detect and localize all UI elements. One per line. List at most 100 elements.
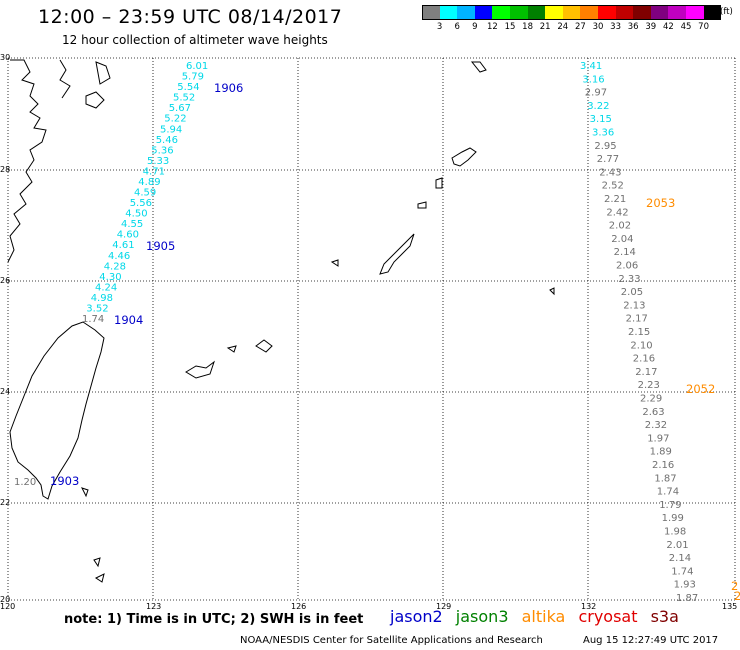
wave-height-value: 1.98 — [664, 527, 686, 538]
ishigaki-coastline — [185, 360, 215, 379]
wave-height-value: 2.01 — [666, 540, 688, 551]
wave-height-value: 2.04 — [611, 234, 633, 245]
wave-height-value: 2.15 — [628, 327, 650, 338]
lon-label-123: 123 — [146, 602, 161, 611]
scale-swatches — [422, 5, 722, 20]
wave-height-value: 5.22 — [164, 114, 186, 125]
okinoerabu-coastline — [417, 201, 427, 209]
lon-label-135: 135 — [722, 602, 737, 611]
map-grid — [7, 57, 736, 601]
footer-credit: NOAA/NESDIS Center for Satellite Applica… — [240, 635, 543, 646]
scale-label: 9 — [472, 22, 478, 32]
pass-label-1906: 1906 — [214, 81, 243, 95]
scale-swatch — [597, 5, 616, 20]
wave-height-value: 2.42 — [606, 207, 628, 218]
wave-height-value: 3.41 — [580, 61, 602, 72]
scale-swatch — [703, 5, 722, 20]
wave-height-value: 3.52 — [86, 304, 108, 315]
wave-height-value: 2.17 — [635, 367, 657, 378]
amami-coastline — [451, 147, 477, 167]
pass-label-1904: 1904 — [114, 313, 143, 327]
scale-label: 3 — [436, 22, 443, 32]
scale-swatch — [650, 5, 669, 20]
tanegashima-coastline — [470, 61, 487, 73]
daito-coastline — [549, 287, 555, 296]
legend-s3a: s3a — [650, 607, 679, 626]
scale-swatch — [685, 5, 704, 20]
wave-height-value: 2.17 — [626, 314, 648, 325]
wave-height-value: 1.74 — [657, 487, 679, 498]
track-west-values: 6.015.795.545.525.675.225.945.465.365.33… — [82, 61, 208, 325]
wave-height-value: 2.14 — [669, 553, 691, 564]
legend-jason3: jason3 — [455, 607, 509, 626]
wave-height-value: 4.89 — [138, 177, 160, 188]
lon-label-120: 120 — [0, 602, 15, 611]
wave-height-value: 1.74 — [671, 566, 693, 577]
wave-height-value: 2.05 — [621, 287, 643, 298]
longitude-labels: 120 123 126 129 132 135 — [0, 602, 737, 611]
wave-height-value: 4.98 — [91, 293, 113, 304]
wave-height-value: 4.60 — [117, 230, 139, 241]
latitude-labels: 30 28 26 24 22 20 — [0, 53, 10, 604]
wave-height-value: 2.97 — [585, 88, 607, 99]
scale-swatch — [457, 5, 475, 20]
page-title: 12:00 – 23:59 UTC 08/14/2017 — [38, 6, 343, 28]
scale-label: 33 — [610, 22, 622, 32]
wave-height-value: 4.28 — [104, 261, 126, 272]
wave-height-value: 2.77 — [597, 154, 619, 165]
scale-labels: 3 6 9 12 15 18 21 24 27 30 33 36 39 42 45 70 — [422, 20, 721, 32]
wave-height-value: 2.16 — [633, 354, 655, 365]
wave-height-value: 4.50 — [125, 209, 147, 220]
lat-label-26: 26 — [0, 276, 10, 285]
legend-altika: altika — [521, 607, 566, 626]
wave-height-value: 4.59 — [134, 188, 156, 199]
wave-height-value: 1.97 — [647, 433, 669, 444]
scale-swatch — [509, 5, 528, 20]
wave-height-value: 2.32 — [645, 420, 667, 431]
wave-height-value: 1.89 — [650, 447, 672, 458]
wave-height-value: 5.94 — [160, 124, 182, 135]
scale-swatch — [562, 5, 581, 20]
scale-label: 42 — [662, 22, 674, 32]
wave-height-value: 5.46 — [156, 135, 178, 146]
wave-height-value: 4.46 — [108, 251, 130, 262]
wave-height-value: 1.99 — [662, 513, 684, 524]
scale-label: 21 — [539, 22, 551, 32]
wave-height-value: 2.10 — [630, 340, 652, 351]
lat-label-20: 20 — [0, 595, 10, 604]
edge-pass-marker: 2 — [731, 579, 738, 593]
legend-cryosat: cryosat — [578, 607, 638, 626]
scale-label: 30 — [592, 22, 604, 32]
scale-label: 15 — [504, 22, 516, 32]
track-east-values: 3.41 3.16 2.97 3.22 3.15 3.36 2.95 2.77 2.43 2.52… — [580, 61, 698, 604]
scale-label: 24 — [557, 22, 569, 32]
lat-label-30: 30 — [0, 53, 10, 62]
wave-height-value: 1.74 — [82, 314, 104, 325]
scale-swatch — [545, 5, 563, 20]
edge-pass-marker-2: 2 — [734, 589, 740, 603]
yonaguni-coastline — [226, 345, 237, 353]
wave-height-value: 1.93 — [674, 580, 696, 591]
scale-swatch — [474, 5, 493, 20]
wave-height-value: 1.87 — [654, 473, 676, 484]
wave-height-value: 5.79 — [182, 72, 204, 83]
wave-height-value: 4.30 — [99, 272, 121, 283]
lon-label-129: 129 — [436, 602, 451, 611]
wave-height-value: 4.55 — [121, 219, 143, 230]
scale-label: 70 — [698, 22, 710, 32]
page-subtitle: 12 hour collection of altimeter wave hei… — [62, 33, 328, 47]
wave-height-value: 5.52 — [173, 93, 195, 104]
lon-label-132: 132 — [581, 602, 596, 611]
scale-swatch — [668, 5, 686, 20]
batanes-coastline — [93, 557, 105, 583]
scale-label: 12 — [486, 22, 498, 32]
wave-height-value: 5.36 — [151, 145, 173, 156]
wave-height-value: 2.52 — [602, 181, 624, 192]
wave-height-color-scale: 3 6 9 12 15 18 21 24 27 30 33 36 39 42 45 70 (ft) — [422, 5, 733, 32]
lat-label-24: 24 — [0, 387, 10, 396]
lanyu-coastline — [81, 487, 89, 498]
pass-label-2052: 2052 — [686, 382, 715, 396]
wave-height-value: 2.06 — [616, 261, 638, 272]
lat-label-22: 22 — [0, 498, 10, 507]
